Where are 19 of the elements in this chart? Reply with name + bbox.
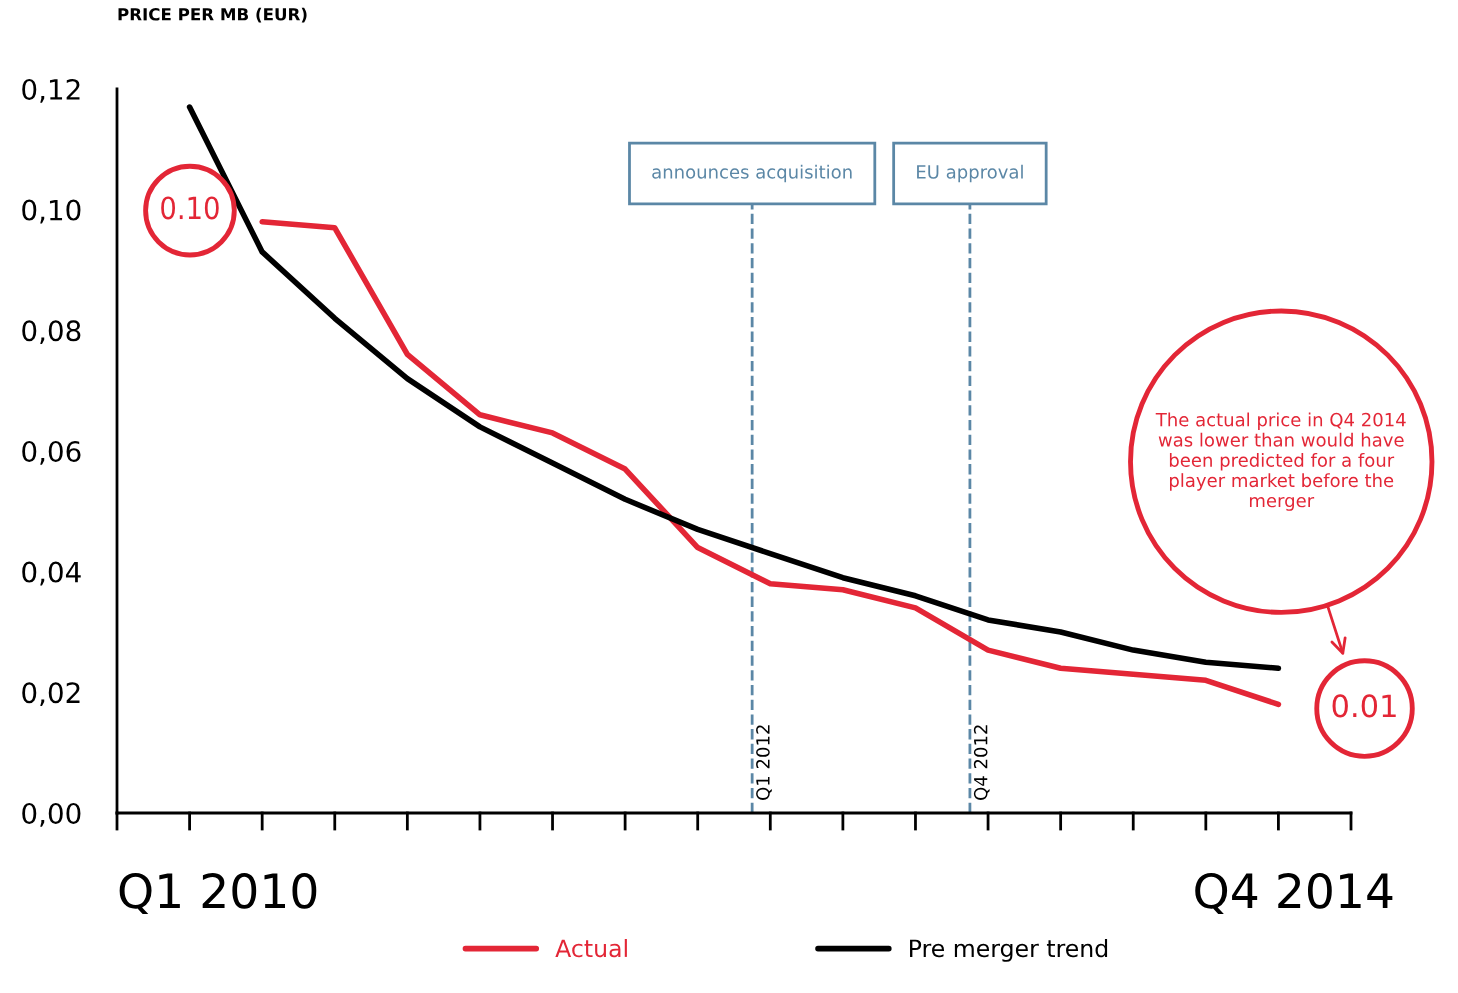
legend-label: Pre merger trend <box>910 938 1108 962</box>
legend-label: Actual <box>555 938 627 958</box>
text: Q4 2014 <box>1195 872 1393 915</box>
annotation: EU approval <box>917 164 1023 183</box>
y-axis-title: PRICE PER MB (EUR) <box>118 7 307 23</box>
y-tick-label: 0,04 <box>22 561 81 586</box>
y-tick-label: 0,02 <box>22 682 80 707</box>
y-tick-label: 0,00 <box>22 802 81 827</box>
text: Q1 2010 <box>119 872 317 915</box>
annotation: 0.01 <box>1332 694 1396 718</box>
annotation: The actual price in Q4 2014 was lower than would have been predicted for a four player market before the merger <box>1155 412 1406 511</box>
annotation: Q1 2012 <box>756 725 772 800</box>
y-tick-label: 0,06 <box>22 440 81 465</box>
y-tick-label: 0,08 <box>22 320 81 345</box>
y-tick-label: 0,10 <box>22 199 81 224</box>
annotation: Q4 2012 <box>973 725 990 800</box>
annotation: 0.10 <box>161 196 219 220</box>
annotation: announces acquisition <box>652 164 852 183</box>
y-tick-label: 0,12 <box>22 78 80 103</box>
